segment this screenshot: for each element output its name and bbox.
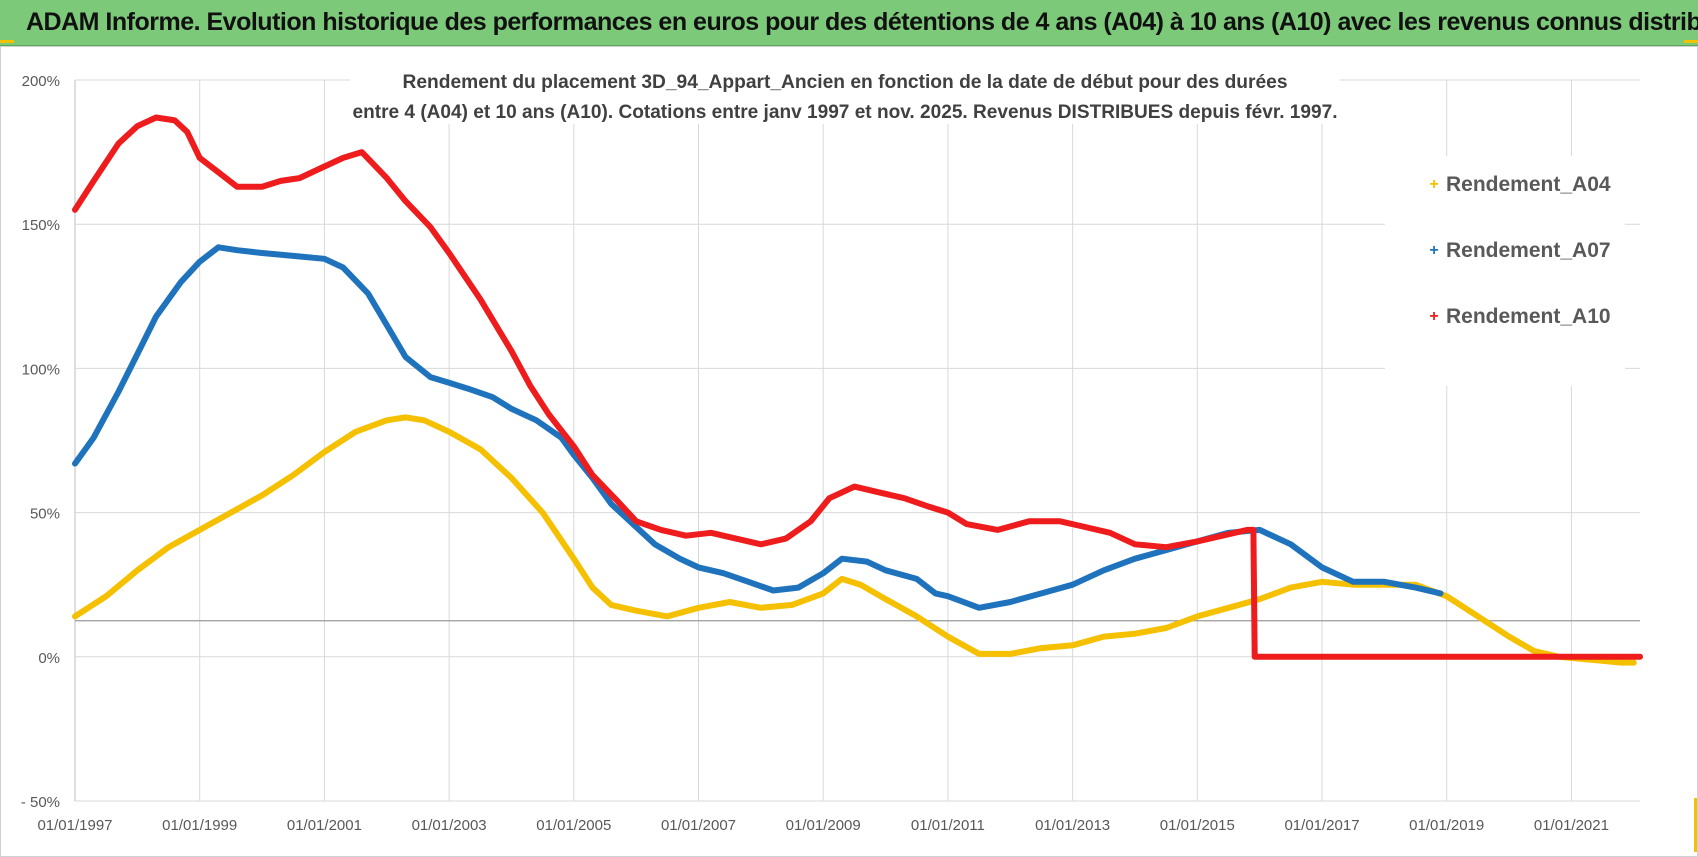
x-tick-label: 01/01/2001: [287, 817, 362, 834]
x-tick-label: 01/01/2003: [412, 817, 487, 834]
y-tick-label: 100%: [22, 361, 60, 378]
y-tick-label: 150%: [22, 217, 60, 234]
chart-title-background: [350, 58, 1340, 124]
y-tick-label: 0%: [38, 650, 60, 667]
legend-background: [1385, 156, 1625, 386]
chart-title-line-2: entre 4 (A04) et 10 ans (A10). Cotations…: [353, 102, 1338, 123]
legend-label: Rendement_A04: [1446, 173, 1611, 196]
x-tick-label: 01/01/2015: [1160, 817, 1235, 834]
corner-mark: [0, 40, 14, 43]
corner-mark: [1684, 40, 1698, 43]
y-tick-label: 50%: [30, 506, 60, 523]
x-tick-label: 01/01/1997: [37, 817, 112, 834]
series-line-rendement_a07: [72, 244, 1444, 611]
legend-marker: +: [1429, 242, 1438, 259]
x-tick-label: 01/01/2017: [1284, 817, 1359, 834]
x-tick-label: 01/01/2013: [1035, 817, 1110, 834]
chart-title: Rendement du placement 3D_94_Appart_Anci…: [353, 72, 1338, 123]
y-tick-label: - 50%: [21, 794, 60, 811]
series-line-rendement_a04: [72, 414, 1637, 666]
x-tick-labels: 01/01/1997 01/01/1999 01/01/2001 01/01/2003…: [37, 817, 1608, 834]
x-tick-label: 01/01/2007: [661, 817, 736, 834]
y-tick-label: 200%: [22, 73, 60, 90]
x-tick-label: 01/01/2009: [786, 817, 861, 834]
legend: + Rendement_A04 + Rendement_A07 + Rendement_A…: [1429, 173, 1611, 328]
series-group: [72, 114, 1643, 666]
x-tick-label: 01/01/2011: [911, 817, 985, 834]
corner-mark: [1694, 798, 1698, 852]
legend-label: Rendement_A10: [1446, 305, 1611, 328]
x-tick-label: 01/01/2021: [1534, 817, 1609, 834]
x-tick-label: 01/01/2005: [536, 817, 611, 834]
chart-title-line-1: Rendement du placement 3D_94_Appart_Anci…: [403, 72, 1288, 93]
legend-marker: +: [1429, 308, 1438, 325]
y-tick-labels: - 50% 0% 50% 100% 150% 200%: [21, 73, 60, 811]
series-line-rendement_a10: [72, 114, 1643, 660]
legend-label: Rendement_A07: [1446, 239, 1611, 262]
x-tick-label: 01/01/1999: [162, 817, 237, 834]
x-tick-label: 01/01/2019: [1409, 817, 1484, 834]
report-banner: ADAM Informe. Evolution historique des p…: [0, 0, 1698, 46]
legend-marker: +: [1429, 176, 1438, 193]
report-title: ADAM Informe. Evolution historique des p…: [26, 8, 1698, 36]
performance-chart: - 50%0%50%100%150%200% 01/01/1997 01/01/1…: [21, 58, 1643, 834]
